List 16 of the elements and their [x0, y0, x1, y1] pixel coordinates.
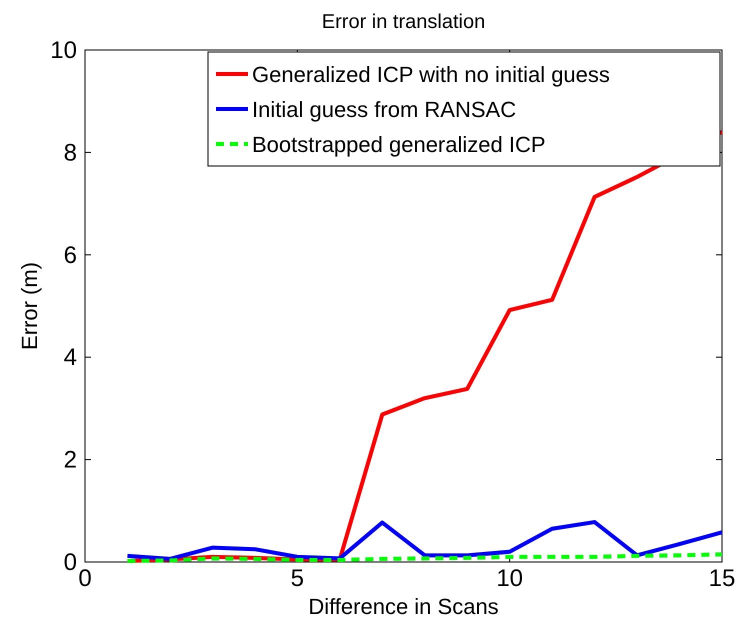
chart-title: Error in translation	[322, 11, 486, 33]
x-tick-label: 10	[496, 565, 524, 592]
y-tick-label: 4	[64, 344, 77, 372]
legend-label: Initial guess from RANSAC	[252, 97, 516, 122]
line-series	[125, 552, 724, 563]
legend-label: Bootstrapped generalized ICP	[252, 132, 546, 157]
x-axis-title: Difference in Scans	[308, 594, 499, 619]
y-tick-label: 10	[50, 37, 77, 64]
y-tick-label: 6	[64, 242, 77, 269]
y-axis-title: Error (m)	[17, 262, 42, 350]
y-tick-label: 8	[64, 139, 77, 166]
x-tick-label: 15	[708, 565, 736, 592]
y-tick-label: 2	[64, 446, 77, 474]
x-tick-label: 5	[290, 565, 304, 592]
legend-label: Generalized ICP with no initial guess	[252, 62, 610, 87]
line-series	[125, 520, 724, 561]
